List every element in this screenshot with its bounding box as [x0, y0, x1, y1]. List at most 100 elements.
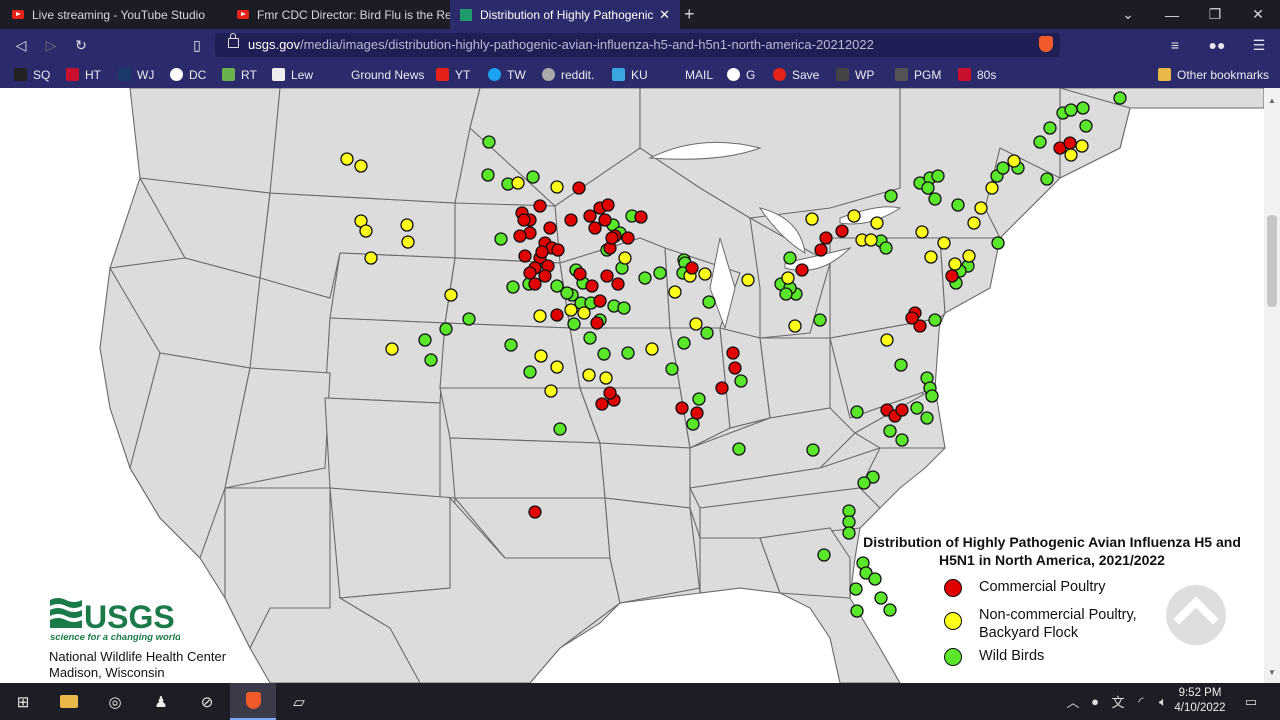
scroll-down-icon[interactable]: ▼	[1268, 668, 1276, 677]
tab-youtube-studio[interactable]: Live streaming - YouTube Studio	[0, 0, 225, 29]
yellow-dot-icon	[944, 612, 962, 630]
wild-bird-marker	[779, 287, 793, 301]
menu-icon[interactable]: ☰	[1252, 36, 1266, 53]
tab-distribution-map[interactable]: Distribution of Highly Pathogenic ✕	[450, 0, 680, 29]
app-icon[interactable]: ⊘	[200, 693, 214, 711]
outbreak-markers	[340, 91, 1127, 618]
scroll-thumb[interactable]	[1267, 215, 1277, 307]
close-tab-icon[interactable]: ✕	[659, 6, 670, 22]
commercial-poultry-marker	[715, 381, 729, 395]
brave-browser-icon[interactable]	[230, 683, 276, 720]
app-icon[interactable]: ♟	[154, 693, 168, 711]
legend-wild-birds: Wild Birds	[944, 647, 1044, 666]
bookmark-ground-news[interactable]: Ground News	[332, 61, 424, 88]
bookmark-lew[interactable]: Lew	[272, 61, 313, 88]
commercial-poultry-marker	[564, 213, 578, 227]
language-icon[interactable]: 文	[1111, 695, 1125, 710]
maximize-button[interactable]: ❐	[1208, 6, 1222, 22]
wild-bird-marker	[665, 362, 679, 376]
commercial-poultry-marker	[590, 316, 604, 330]
bookmark-save[interactable]: Save	[773, 61, 819, 88]
show-hidden-icons-chevron-icon[interactable]: ︿	[1066, 695, 1080, 710]
scroll-up-icon[interactable]: ▲	[1268, 96, 1276, 105]
page-scrollbar[interactable]	[1264, 88, 1280, 683]
usgs-favicon-icon	[460, 8, 472, 21]
wild-bird-marker	[734, 374, 748, 388]
app-icon[interactable]: ◎	[108, 693, 122, 711]
url-text[interactable]: usgs.gov/media/images/distribution-highl…	[248, 37, 874, 52]
microphone-icon[interactable]: ●	[1091, 694, 1099, 709]
legend-commercial-poultry: Commercial Poultry	[944, 578, 1106, 597]
tab-cdc-director[interactable]: Fmr CDC Director: Bird Flu is the Real	[225, 0, 450, 29]
backyard-flock-marker	[668, 285, 682, 299]
back-button[interactable]: ◁	[15, 36, 27, 53]
file-explorer-icon[interactable]	[46, 683, 92, 720]
bookmark-rt[interactable]: RT	[222, 61, 257, 88]
commercial-poultry-marker	[835, 224, 849, 238]
tab-search-chevron-icon[interactable]: ⌄	[1122, 6, 1134, 22]
bookmark-80s[interactable]: 80s	[958, 61, 996, 88]
app-icon[interactable]: ▱	[293, 693, 305, 711]
usgs-logo: USGS science for a changing world	[50, 598, 180, 643]
commercial-poultry-marker	[595, 397, 609, 411]
forward-button[interactable]: ▷	[45, 36, 57, 53]
wallet-icon[interactable]: ●●	[1208, 37, 1226, 53]
reload-button[interactable]: ↻	[75, 36, 87, 53]
wild-bird-marker	[1113, 91, 1127, 105]
wild-bird-marker	[895, 433, 909, 447]
bookmark-sq[interactable]: SQ	[14, 61, 50, 88]
address-bar[interactable]: usgs.gov/media/images/distribution-highl…	[215, 33, 1060, 57]
wild-bird-marker	[842, 515, 856, 529]
clock-time: 9:52 PM	[1178, 687, 1222, 699]
commercial-poultry-marker	[528, 277, 542, 291]
bookmark-favicon-icon	[836, 68, 849, 81]
notifications-icon[interactable]: ▭	[1244, 693, 1258, 709]
green-dot-icon	[944, 648, 962, 666]
bookmark-favicon-icon	[118, 68, 131, 81]
new-tab-button[interactable]: +	[684, 4, 695, 24]
reading-list-icon[interactable]: ≡	[1170, 37, 1180, 53]
center-name: National Wildlife Health Center	[49, 649, 227, 664]
wild-bird-marker	[868, 572, 882, 586]
other-bookmarks[interactable]: Other bookmarks	[1158, 61, 1269, 88]
wild-bird-marker	[850, 405, 864, 419]
bookmark-wp[interactable]: WP	[836, 61, 874, 88]
wild-bird-marker	[481, 168, 495, 182]
bookmark-ht[interactable]: HT	[66, 61, 101, 88]
backyard-flock-marker	[444, 288, 458, 302]
wild-bird-marker	[702, 295, 716, 309]
wild-bird-marker	[925, 389, 939, 403]
bookmark-tw[interactable]: TW	[488, 61, 526, 88]
bookmark-icon[interactable]: ▯	[193, 36, 201, 53]
wild-bird-marker	[621, 346, 635, 360]
backyard-flock-marker	[847, 209, 861, 223]
wifi-icon[interactable]: ◜	[1138, 693, 1144, 709]
backyard-flock-marker	[354, 159, 368, 173]
bookmark-g[interactable]: G	[727, 61, 755, 88]
wild-bird-marker	[418, 333, 432, 347]
bookmark-yt[interactable]: YT	[436, 61, 470, 88]
close-window-button[interactable]: ✕	[1252, 6, 1264, 22]
bookmark-mail[interactable]: MAIL	[666, 61, 713, 88]
bookmark-ku[interactable]: KU	[612, 61, 648, 88]
bookmark-reddit[interactable]: reddit.	[542, 61, 594, 88]
wild-bird-marker	[550, 279, 564, 293]
wild-bird-marker	[526, 170, 540, 184]
wild-bird-marker	[951, 198, 965, 212]
wild-bird-marker	[879, 241, 893, 255]
bookmark-pgm[interactable]: PGM	[895, 61, 941, 88]
windows-start-icon[interactable]: ⊞	[16, 693, 30, 711]
bookmark-wj[interactable]: WJ	[118, 61, 154, 88]
brave-shields-icon[interactable]	[1039, 36, 1053, 52]
minimize-button[interactable]: —	[1165, 6, 1179, 23]
commercial-poultry-marker	[543, 221, 557, 235]
youtube-icon	[12, 10, 24, 19]
backyard-flock-marker	[781, 271, 795, 285]
backyard-flock-marker	[618, 251, 632, 265]
commercial-poultry-marker	[513, 229, 527, 243]
system-clock[interactable]: 9:52 PM 4/10/2022	[1170, 686, 1230, 716]
volume-icon[interactable]: 🔈︎	[1159, 693, 1167, 709]
commercial-poultry-marker	[728, 361, 742, 375]
bookmark-dc[interactable]: DC	[170, 61, 206, 88]
scroll-to-top-button[interactable]	[1166, 585, 1226, 645]
